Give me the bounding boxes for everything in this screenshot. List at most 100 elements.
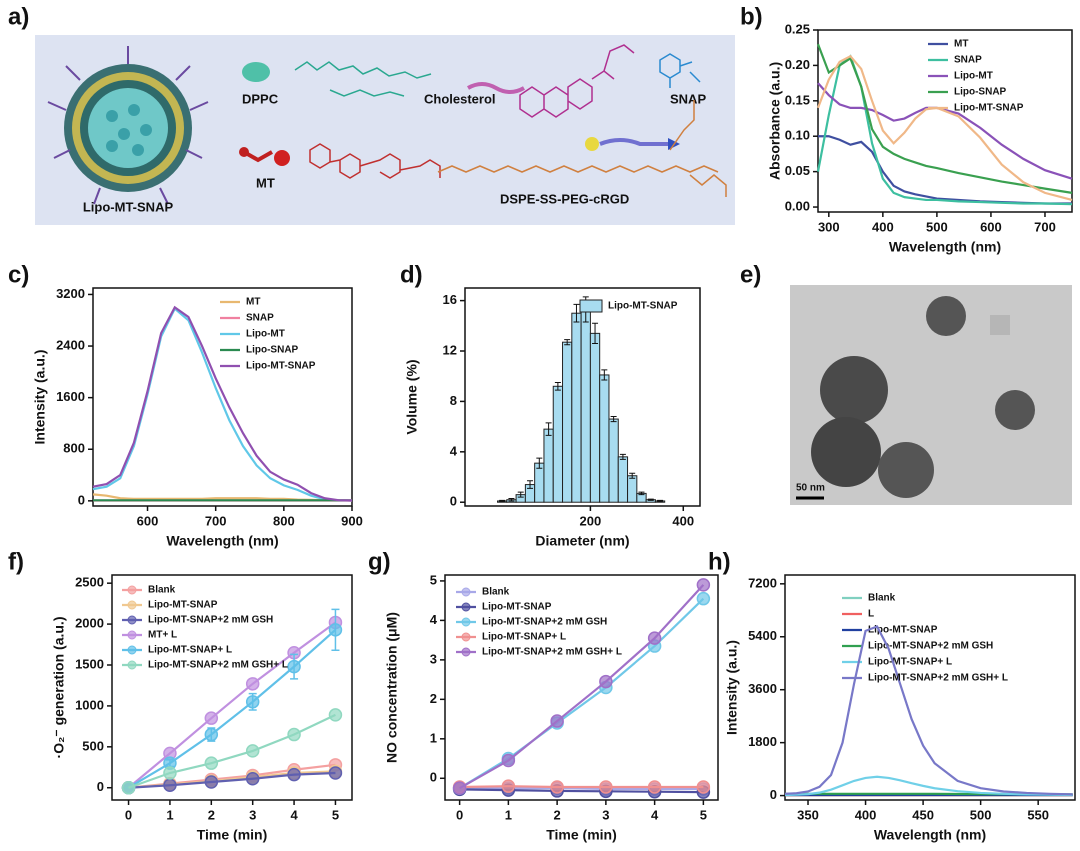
- marker: [204, 711, 219, 725]
- dppc-icon: [242, 62, 270, 82]
- x-tick-label: 600: [980, 219, 1002, 234]
- marker: [245, 677, 260, 691]
- y-tick-label: 3: [430, 651, 437, 666]
- bar: [580, 308, 591, 503]
- series-line: [459, 584, 705, 790]
- series-line: [784, 625, 1073, 796]
- error-bar: [657, 499, 664, 503]
- snap-structure: [659, 53, 701, 88]
- legend-label: MT+ L: [148, 630, 177, 641]
- legend-label: Lipo-SNAP: [954, 87, 1007, 98]
- legend-label: Blank: [482, 587, 510, 598]
- legend-label: Lipo-MT-SNAP: [608, 301, 678, 312]
- legend-marker: [461, 602, 471, 612]
- marker: [163, 778, 177, 793]
- marker: [287, 727, 301, 742]
- marker: [287, 767, 301, 782]
- panel-label: c): [8, 261, 29, 288]
- y-axis-label: Volume (%): [404, 359, 420, 434]
- y-tick-label: 16: [443, 292, 457, 307]
- marker: [328, 708, 343, 722]
- y-tick-label: 4: [430, 612, 438, 627]
- plot-frame: [111, 574, 353, 801]
- x-tick-label: 500: [926, 219, 948, 234]
- x-tick-label: 900: [341, 513, 363, 528]
- marker: [501, 753, 516, 768]
- legend-label: SNAP: [246, 313, 274, 324]
- legend-label: L: [868, 609, 874, 620]
- legend-label: Lipo-MT-SNAP+ L: [482, 632, 566, 643]
- error-bar: [573, 303, 580, 323]
- x-tick-label: 5: [332, 807, 339, 822]
- y-tick-label: 7200: [748, 575, 777, 590]
- y-tick-label: 3600: [748, 681, 777, 696]
- error-bar: [629, 472, 636, 479]
- legend-label: Lipo-MT-SNAP+2 mM GSH: [148, 615, 273, 626]
- marker: [696, 780, 711, 794]
- y-tick-label: 0.00: [785, 198, 810, 213]
- legend-label: Lipo-MT-SNAP: [148, 600, 218, 611]
- x-tick-label: 0: [456, 807, 463, 822]
- x-tick-label: 0: [125, 807, 132, 822]
- error-bar: [508, 497, 515, 502]
- y-tick-label: 1600: [56, 389, 85, 404]
- series-line: [459, 787, 704, 791]
- legend-label: Lipo-MT-SNAP+2 mM GSH+ L: [868, 673, 1008, 684]
- bar: [599, 374, 610, 503]
- marker: [550, 780, 564, 794]
- marker: [204, 775, 219, 789]
- y-tick-label: 8: [450, 393, 457, 408]
- series-line: [816, 54, 1073, 202]
- y-axis-label: Absorbance (a.u.): [767, 62, 783, 180]
- panel-label: b): [740, 3, 763, 30]
- series-line: [128, 771, 336, 789]
- marker: [328, 623, 343, 637]
- x-axis-label: Wavelength (nm): [874, 827, 986, 843]
- x-tick-label: 800: [273, 513, 295, 528]
- plot-frame: [444, 574, 719, 801]
- marker: [204, 756, 219, 770]
- legend-marker: [127, 660, 137, 670]
- y-tick-label: 2: [430, 691, 437, 706]
- plot-frame: [464, 287, 701, 507]
- bar: [571, 312, 582, 503]
- legend-label: Lipo-MT: [246, 329, 285, 340]
- y-tick-label: 1500: [75, 656, 104, 671]
- y-tick-label: 5: [430, 572, 437, 587]
- y-axis-label: Intensity (a.u.): [724, 640, 740, 735]
- legend-marker: [461, 587, 471, 597]
- y-tick-label: 2500: [75, 575, 104, 590]
- y-tick-label: 0.25: [785, 21, 810, 36]
- legend-label: Lipo-MT-SNAP: [954, 103, 1024, 114]
- x-tick-label: 4: [290, 807, 298, 822]
- diagram-label: DSPE-SS-PEG-cRGD: [500, 191, 629, 206]
- x-tick-label: 400: [855, 807, 877, 822]
- y-tick-label: 0: [78, 492, 85, 507]
- bar: [543, 428, 554, 503]
- x-tick-label: 400: [672, 513, 694, 528]
- marker: [696, 578, 711, 592]
- bar: [552, 385, 564, 503]
- panel-label: g): [368, 548, 391, 575]
- legend-marker: [461, 647, 471, 657]
- marker: [328, 766, 343, 780]
- cholesterol-structure: [519, 44, 635, 118]
- legend-label: SNAP: [954, 55, 982, 66]
- x-tick-label: 350: [797, 807, 819, 822]
- marker: [245, 744, 260, 758]
- error-bar: [610, 416, 617, 423]
- marker: [647, 631, 662, 645]
- y-tick-label: 0: [430, 770, 437, 785]
- panel-label: e): [740, 261, 761, 288]
- error-bar: [554, 382, 561, 391]
- marker: [163, 766, 177, 780]
- error-bar: [536, 457, 543, 469]
- marker: [287, 659, 301, 674]
- y-tick-label: 1800: [748, 734, 777, 749]
- legend-label: Blank: [148, 585, 176, 596]
- x-tick-label: 300: [818, 219, 840, 234]
- mt-icon: [274, 150, 290, 166]
- x-tick-label: 550: [1027, 807, 1049, 822]
- series-line: [92, 306, 353, 502]
- series-line: [459, 788, 704, 794]
